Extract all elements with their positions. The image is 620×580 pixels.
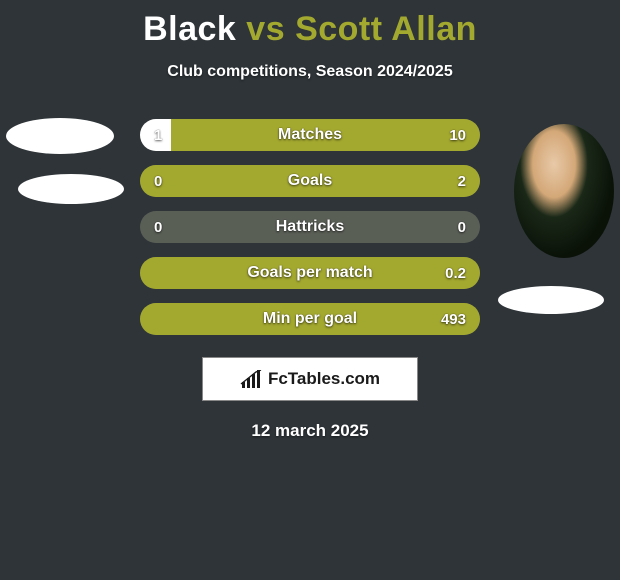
page-title: Black vs Scott Allan xyxy=(0,0,620,49)
stat-value-right: 0.2 xyxy=(445,265,466,282)
player1-avatar-shadow xyxy=(18,174,124,204)
player2-avatar-shadow xyxy=(498,286,604,314)
stat-row: 1 Matches 10 xyxy=(140,119,480,151)
stat-row: Min per goal 493 xyxy=(140,303,480,335)
stat-value-right: 493 xyxy=(441,311,466,328)
stat-row: Goals per match 0.2 xyxy=(140,257,480,289)
stat-label: Min per goal xyxy=(263,310,357,328)
barchart-icon xyxy=(240,370,262,388)
stat-value-left: 1 xyxy=(154,127,162,144)
stat-value-right: 0 xyxy=(458,219,466,236)
stat-label: Hattricks xyxy=(276,218,344,236)
player2-avatar xyxy=(514,124,614,258)
player1-avatar xyxy=(6,118,114,154)
stat-label: Matches xyxy=(278,126,342,144)
subtitle: Club competitions, Season 2024/2025 xyxy=(0,63,620,81)
player2-name: Scott Allan xyxy=(295,10,477,48)
date-text: 12 march 2025 xyxy=(0,421,620,441)
stat-value-right: 10 xyxy=(449,127,466,144)
stat-label: Goals xyxy=(288,172,332,190)
stat-label: Goals per match xyxy=(247,264,372,282)
stat-value-right: 2 xyxy=(458,173,466,190)
player1-name: Black xyxy=(143,10,236,48)
logo-text: FcTables.com xyxy=(268,369,380,389)
logo-box[interactable]: FcTables.com xyxy=(202,357,418,401)
stat-value-left: 0 xyxy=(154,173,162,190)
stat-row: 0 Hattricks 0 xyxy=(140,211,480,243)
stat-row: 0 Goals 2 xyxy=(140,165,480,197)
vs-text: vs xyxy=(236,10,295,48)
stat-value-left: 0 xyxy=(154,219,162,236)
